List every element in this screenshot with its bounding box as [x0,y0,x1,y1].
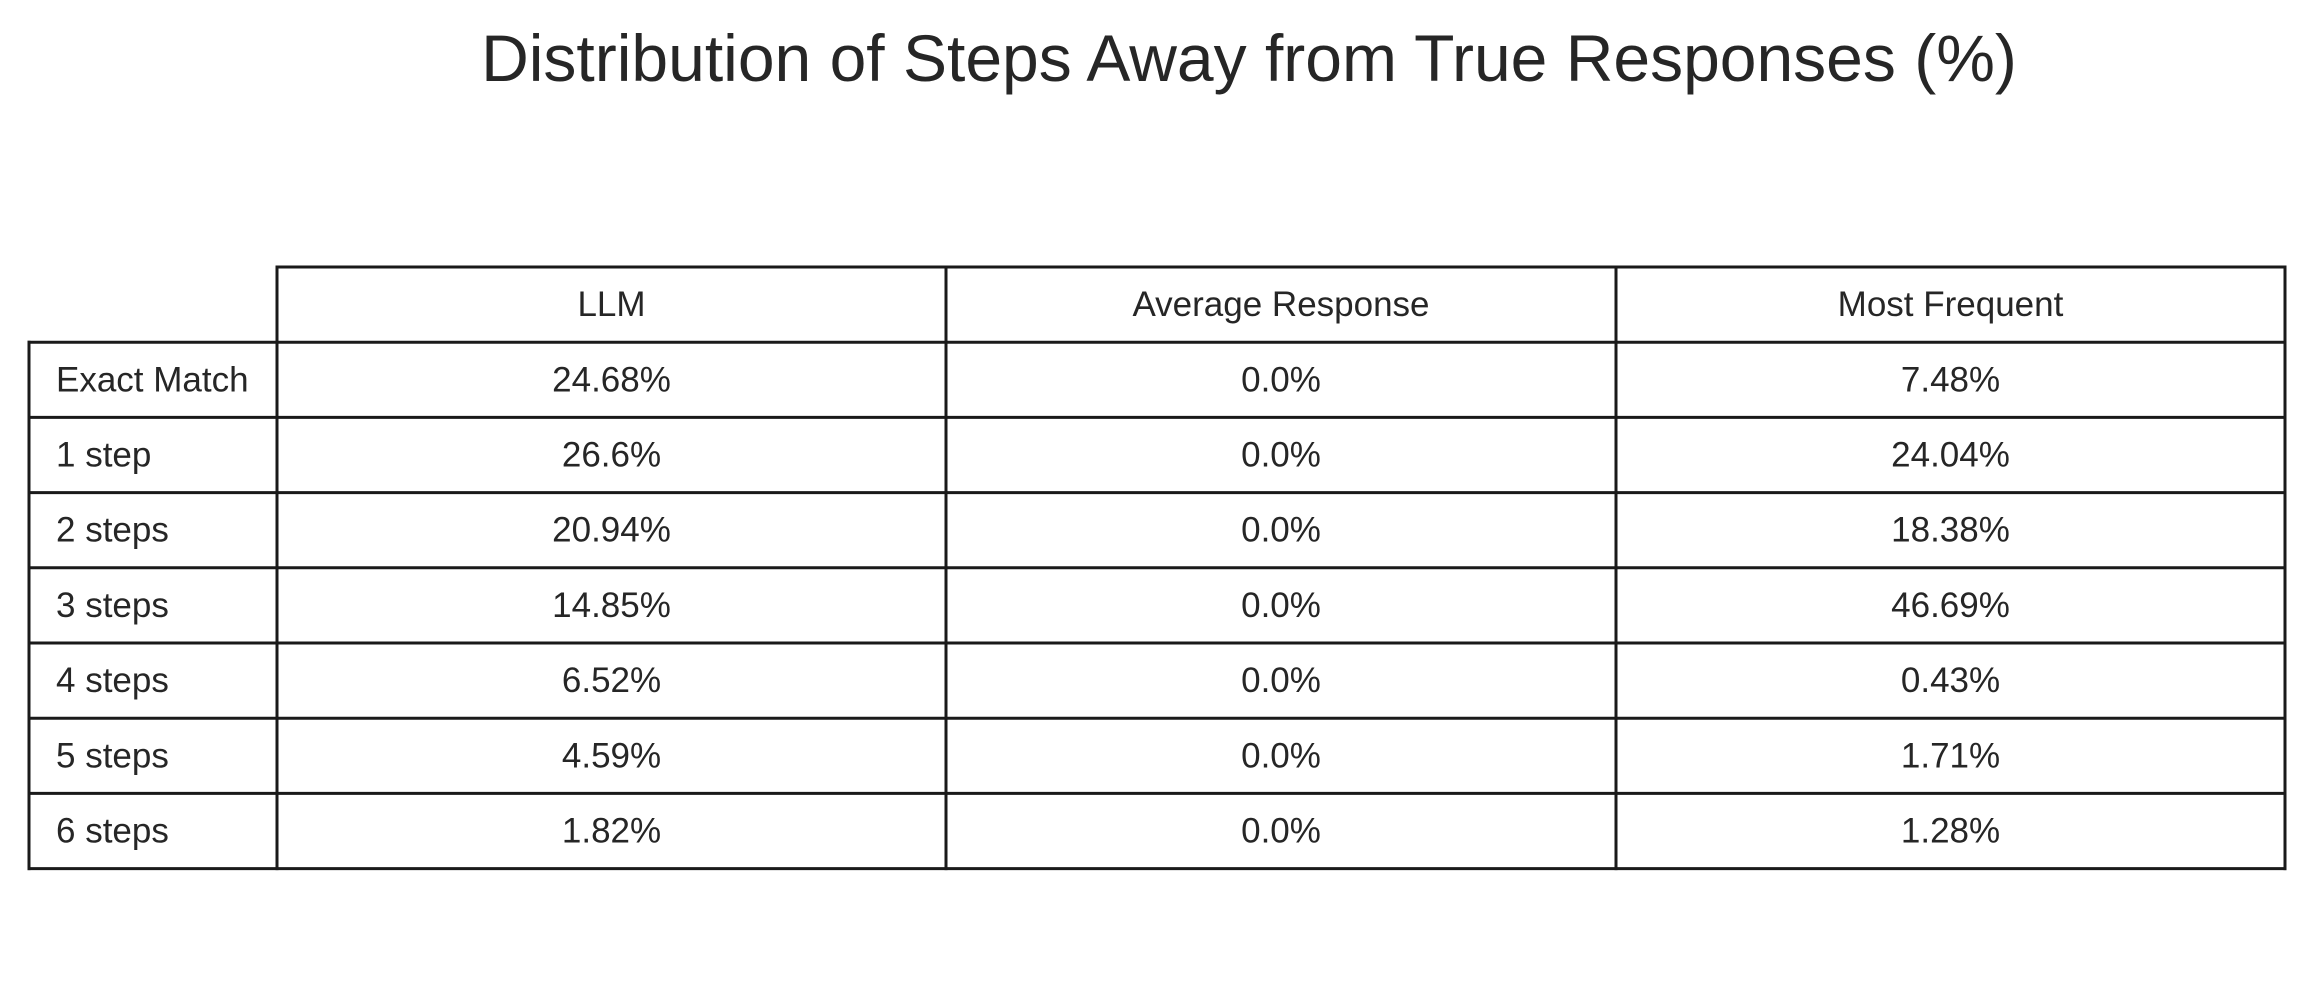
column-header: LLM [577,285,645,324]
row-label: 3 steps [56,586,169,625]
column-header: Average Response [1132,285,1429,324]
table-grid [27,265,2287,871]
table-cell: 1.71% [1901,736,2000,775]
table-cell: 24.04% [1891,436,2010,475]
table-cell: 20.94% [552,511,671,550]
table-cell: 46.69% [1891,586,2010,625]
table-cell: 7.48% [1901,360,2000,399]
table-cell: 18.38% [1891,511,2010,550]
table-cell: 14.85% [552,586,671,625]
table-cell: 0.0% [1241,586,1321,625]
row-label: 6 steps [56,812,169,851]
row-label: 2 steps [56,511,169,550]
table-cell: 0.0% [1241,511,1321,550]
table-cell: 0.0% [1241,436,1321,475]
table-cell: 1.82% [562,812,661,851]
table-cell: 24.68% [552,360,671,399]
row-label: 1 step [56,436,151,475]
table-cell: 1.28% [1901,812,2000,851]
table-text: LLM Average Response Most Frequent Exact Ma… [56,285,2064,850]
table-cell: 0.0% [1241,360,1321,399]
table-cell: 6.52% [562,661,661,700]
column-header: Most Frequent [1838,285,2064,324]
table-cell: 0.0% [1241,812,1321,851]
table-cell: 0.0% [1241,736,1321,775]
chart-title: Distribution of Steps Away from True Res… [481,21,2017,95]
table-cell: 0.43% [1901,661,2000,700]
table-cell: 26.6% [562,436,661,475]
table-cell: 0.0% [1241,661,1321,700]
row-label: 4 steps [56,661,169,700]
row-label: 5 steps [56,736,169,775]
row-label: Exact Match [56,360,249,399]
table-cell: 4.59% [562,736,661,775]
